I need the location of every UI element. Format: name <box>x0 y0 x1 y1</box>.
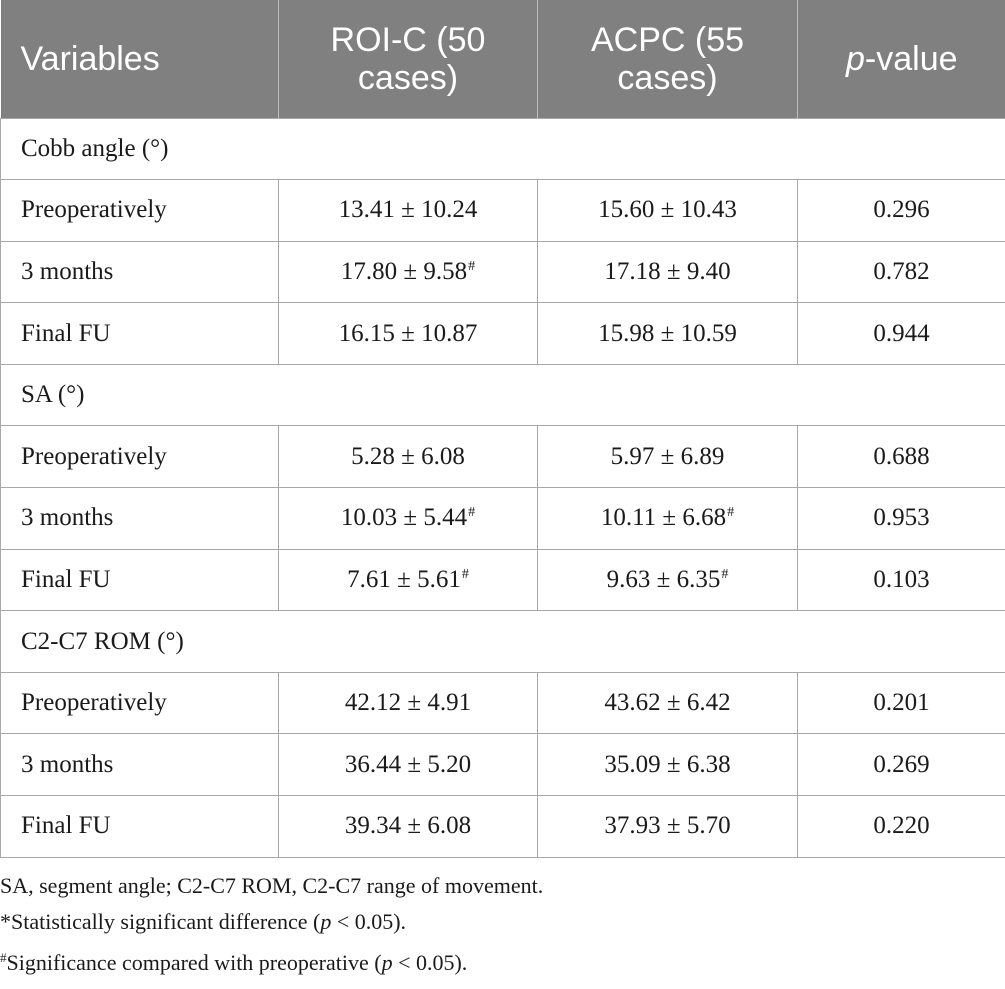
section-row: Cobb angle (°) <box>0 117 1005 181</box>
acpc-value: 9.63 ± 6.35 <box>606 565 721 593</box>
acpc-value-cell: 15.60 ± 10.43 <box>537 179 798 242</box>
significance-mark: # <box>721 566 729 582</box>
significance-mark: # <box>468 505 476 521</box>
roi-c-value: 16.15 ± 10.87 <box>338 319 478 347</box>
roi-c-value-cell: 42.12 ± 4.91 <box>278 671 538 735</box>
table-row: Preoperatively 42.12 ± 4.91 43.62 ± 6.42 0.… <box>0 671 1005 735</box>
acpc-value: 37.93 ± 5.70 <box>604 812 731 840</box>
acpc-value-cell: 43.62 ± 6.42 <box>537 671 798 735</box>
footnote-hash-p: p <box>381 950 393 975</box>
footnote-star-text: *Statistically significant difference ( <box>0 909 321 934</box>
significance-mark: # <box>468 258 476 274</box>
roi-c-value: 7.61 ± 5.61 <box>347 565 461 593</box>
row-label: Final FU <box>0 548 279 612</box>
acpc-value-cell: 35.09 ± 6.38 <box>537 733 798 797</box>
table-footnotes: SA, segment angle; C2-C7 ROM, C2-C7 rang… <box>0 868 1005 981</box>
p-value: 0.201 <box>797 671 1005 735</box>
table-row: Preoperatively 13.41 ± 10.24 15.60 ± 10.43… <box>0 179 1005 242</box>
roi-c-value: 5.28 ± 6.08 <box>351 442 465 470</box>
acpc-value: 15.98 ± 10.59 <box>598 319 737 347</box>
roi-c-value-cell: 5.28 ± 6.08 <box>278 425 538 489</box>
header-roi-c: ROI-C (50 cases) <box>278 0 538 118</box>
section-title: SA (°) <box>0 363 1005 427</box>
p-value: 0.296 <box>797 179 1005 242</box>
row-label: 3 months <box>0 240 279 304</box>
roi-c-value-cell: 13.41 ± 10.24 <box>278 179 538 242</box>
acpc-value: 15.60 ± 10.43 <box>598 196 737 224</box>
roi-c-value-cell: 39.34 ± 6.08 <box>278 795 538 858</box>
row-label: 3 months <box>0 733 279 797</box>
roi-c-value-cell: 16.15 ± 10.87 <box>278 302 538 365</box>
acpc-value: 5.97 ± 6.89 <box>610 442 725 470</box>
acpc-value: 43.62 ± 6.42 <box>604 689 731 717</box>
footnote-hash-text: Significance compared with preoperative … <box>6 950 382 975</box>
roi-c-value: 10.03 ± 5.44 <box>340 504 468 532</box>
header-p-italic: p <box>845 39 865 78</box>
p-value: 0.688 <box>797 425 1005 489</box>
section-row: C2-C7 ROM (°) <box>0 610 1005 673</box>
roi-c-value: 17.80 ± 9.58 <box>340 257 468 285</box>
footnote-hash-threshold: < 0.05). <box>392 950 468 975</box>
footnote-preoperative: #Significance compared with preoperative… <box>0 940 1005 981</box>
table-row: 3 months 10.03 ± 5.44# 10.11 ± 6.68# 0.953 <box>0 487 1005 550</box>
roi-c-value: 42.12 ± 4.91 <box>344 689 472 717</box>
section-title: C2-C7 ROM (°) <box>0 610 1005 673</box>
acpc-value-cell: 15.98 ± 10.59 <box>537 302 798 365</box>
table-row: Final FU 16.15 ± 10.87 15.98 ± 10.59 0.944 <box>0 302 1005 365</box>
p-value: 0.782 <box>797 240 1005 304</box>
table-row: Preoperatively 5.28 ± 6.08 5.97 ± 6.89 0.68… <box>0 425 1005 489</box>
header-p-rest: -value <box>864 39 958 78</box>
footnote-star-p: p <box>320 909 332 934</box>
roi-c-value-cell: 10.03 ± 5.44# <box>278 487 538 550</box>
acpc-value: 17.18 ± 9.40 <box>604 257 731 285</box>
header-acpc: ACPC (55 cases) <box>537 0 798 118</box>
footnote-abbreviations: SA, segment angle; C2-C7 ROM, C2-C7 rang… <box>0 873 544 898</box>
significance-mark: # <box>461 566 469 582</box>
row-label: Preoperatively <box>0 179 279 242</box>
acpc-value: 35.09 ± 6.38 <box>604 750 731 778</box>
row-label: Final FU <box>0 302 279 365</box>
acpc-value: 10.11 ± 6.68 <box>600 504 727 532</box>
table-row: 3 months 36.44 ± 5.20 35.09 ± 6.38 0.269 <box>0 733 1005 797</box>
roi-c-value-cell: 7.61 ± 5.61# <box>278 548 538 612</box>
p-value: 0.103 <box>797 548 1005 612</box>
roi-c-value: 13.41 ± 10.24 <box>338 196 478 224</box>
roi-c-value-cell: 36.44 ± 5.20 <box>278 733 538 797</box>
row-label: 3 months <box>0 487 279 550</box>
p-value: 0.944 <box>797 302 1005 365</box>
roi-c-value: 39.34 ± 6.08 <box>344 812 472 840</box>
acpc-value-cell: 17.18 ± 9.40 <box>537 240 798 304</box>
table-row: Final FU 7.61 ± 5.61# 9.63 ± 6.35# 0.103 <box>0 548 1005 612</box>
results-table: Variables ROI-C (50 cases) ACPC (55 case… <box>0 0 1005 858</box>
table-body: Cobb angle (°) Preoperatively 13.41 ± 10.2… <box>0 117 1005 858</box>
row-label: Final FU <box>0 795 279 858</box>
footnote-star-threshold: < 0.05). <box>331 909 407 934</box>
header-variables: Variables <box>0 0 279 118</box>
header-p-value: p-value <box>797 0 1005 118</box>
p-value: 0.220 <box>797 795 1005 858</box>
roi-c-value-cell: 17.80 ± 9.58# <box>278 240 538 304</box>
footnote-hash-mark: # <box>0 950 7 965</box>
acpc-value-cell: 10.11 ± 6.68# <box>537 487 798 550</box>
p-value: 0.269 <box>797 733 1005 797</box>
roi-c-value: 36.44 ± 5.20 <box>344 750 472 778</box>
significance-mark: # <box>727 505 735 521</box>
table-row: 3 months 17.80 ± 9.58# 17.18 ± 9.40 0.782 <box>0 240 1005 304</box>
acpc-value-cell: 5.97 ± 6.89 <box>537 425 798 489</box>
acpc-value-cell: 37.93 ± 5.70 <box>537 795 798 858</box>
table-header: Variables ROI-C (50 cases) ACPC (55 case… <box>0 0 1005 118</box>
section-title: Cobb angle (°) <box>0 117 1005 181</box>
row-label: Preoperatively <box>0 671 279 735</box>
section-row: SA (°) <box>0 363 1005 427</box>
footnote-significance: *Statistically significant difference (p… <box>0 904 1005 940</box>
row-label: Preoperatively <box>0 425 279 489</box>
table-row: Final FU 39.34 ± 6.08 37.93 ± 5.70 0.220 <box>0 795 1005 858</box>
acpc-value-cell: 9.63 ± 6.35# <box>537 548 798 612</box>
p-value: 0.953 <box>797 487 1005 550</box>
